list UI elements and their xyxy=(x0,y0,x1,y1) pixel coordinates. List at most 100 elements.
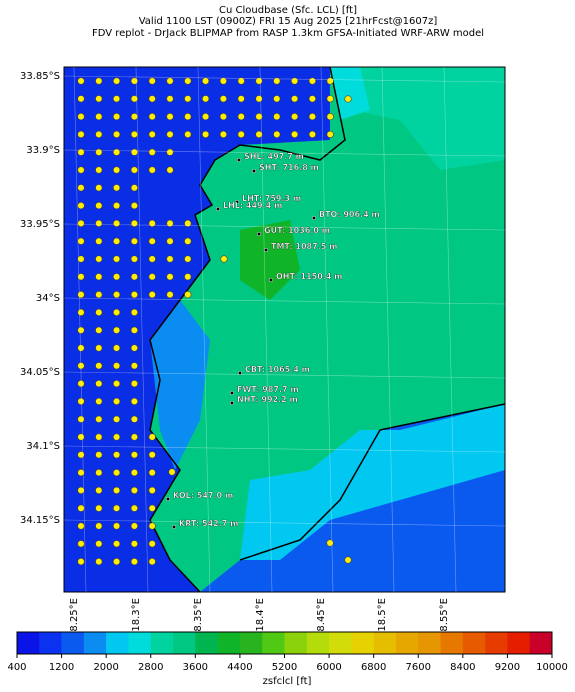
marker xyxy=(112,308,121,317)
marker xyxy=(130,326,138,334)
station-label: KRT: 542.7 m xyxy=(179,519,238,528)
marker xyxy=(130,166,138,174)
marker xyxy=(291,95,299,103)
marker xyxy=(112,112,121,121)
marker xyxy=(130,451,138,459)
marker xyxy=(130,380,138,388)
marker xyxy=(273,112,281,121)
marker xyxy=(95,77,103,85)
marker xyxy=(77,130,85,138)
marker xyxy=(95,326,103,334)
marker xyxy=(77,308,85,317)
marker xyxy=(291,130,299,138)
marker xyxy=(112,237,121,245)
marker xyxy=(77,469,85,477)
marker xyxy=(184,130,192,138)
station-label: TMT: 1087.5 m xyxy=(271,242,337,251)
marker xyxy=(130,202,138,210)
marker xyxy=(77,557,85,566)
marker xyxy=(184,95,192,103)
marker xyxy=(77,380,85,388)
marker xyxy=(291,112,299,121)
marker xyxy=(130,362,138,370)
station xyxy=(215,206,221,212)
marker xyxy=(202,112,210,121)
marker xyxy=(77,291,85,299)
lon-label: 18.35°E xyxy=(193,598,204,638)
region xyxy=(240,220,300,300)
marker xyxy=(326,130,334,138)
lon-label: 18.55°E xyxy=(439,598,450,638)
marker xyxy=(202,95,210,103)
marker xyxy=(148,237,156,245)
colorbar-swatch xyxy=(284,632,308,654)
lat-label: 34.05°S xyxy=(20,367,60,378)
marker xyxy=(326,112,334,121)
graticule xyxy=(63,519,506,527)
lat-label: 34°S xyxy=(36,293,60,304)
marker xyxy=(130,415,138,423)
colorbar-tick-label: 6000 xyxy=(316,662,341,673)
marker xyxy=(220,255,228,263)
station xyxy=(229,400,235,406)
marker xyxy=(77,273,85,281)
marker xyxy=(130,77,138,85)
colorbar-swatch xyxy=(173,632,196,654)
marker xyxy=(184,219,192,227)
marker xyxy=(112,380,121,388)
marker xyxy=(326,539,334,547)
marker xyxy=(95,469,103,477)
marker xyxy=(255,112,263,121)
marker xyxy=(148,540,156,548)
marker xyxy=(95,166,103,174)
title-line: Cu Cloudbase (Sfc. LCL) [ft] xyxy=(219,5,357,16)
marker xyxy=(95,112,103,121)
marker xyxy=(148,166,156,174)
sea-west xyxy=(64,67,330,592)
marker xyxy=(112,291,121,299)
marker xyxy=(130,504,138,512)
station xyxy=(237,370,243,376)
marker xyxy=(112,344,121,352)
marker xyxy=(166,219,174,227)
marker xyxy=(77,184,85,192)
marker xyxy=(77,362,85,370)
marker xyxy=(130,95,138,103)
marker xyxy=(184,237,192,245)
marker xyxy=(148,522,156,530)
marker xyxy=(112,433,121,441)
graticule xyxy=(197,66,211,593)
graticule xyxy=(63,149,506,157)
marker xyxy=(308,95,317,103)
marker xyxy=(77,397,85,406)
region xyxy=(64,67,505,170)
marker xyxy=(219,77,227,85)
marker xyxy=(166,273,174,281)
marker xyxy=(273,77,281,85)
marker xyxy=(112,557,121,566)
station xyxy=(268,277,274,283)
marker xyxy=(166,255,174,263)
marker xyxy=(184,273,192,281)
station xyxy=(236,157,242,163)
marker xyxy=(112,130,121,138)
marker xyxy=(148,130,156,138)
marker xyxy=(95,415,103,423)
marker xyxy=(148,469,156,477)
marker xyxy=(168,468,176,476)
marker xyxy=(237,77,245,85)
coastline xyxy=(239,403,506,561)
marker xyxy=(77,148,85,156)
marker xyxy=(184,77,192,85)
marker xyxy=(130,237,138,245)
marker xyxy=(77,486,85,495)
marker xyxy=(77,255,85,263)
colorbar-tick-label: 6800 xyxy=(361,662,386,673)
lat-label: 34.15°S xyxy=(20,515,60,526)
marker xyxy=(344,95,352,103)
marker xyxy=(77,540,85,548)
marker xyxy=(219,130,227,138)
station xyxy=(234,199,240,205)
station-label: KOL: 547.0 m xyxy=(173,491,233,500)
marker xyxy=(130,130,138,138)
